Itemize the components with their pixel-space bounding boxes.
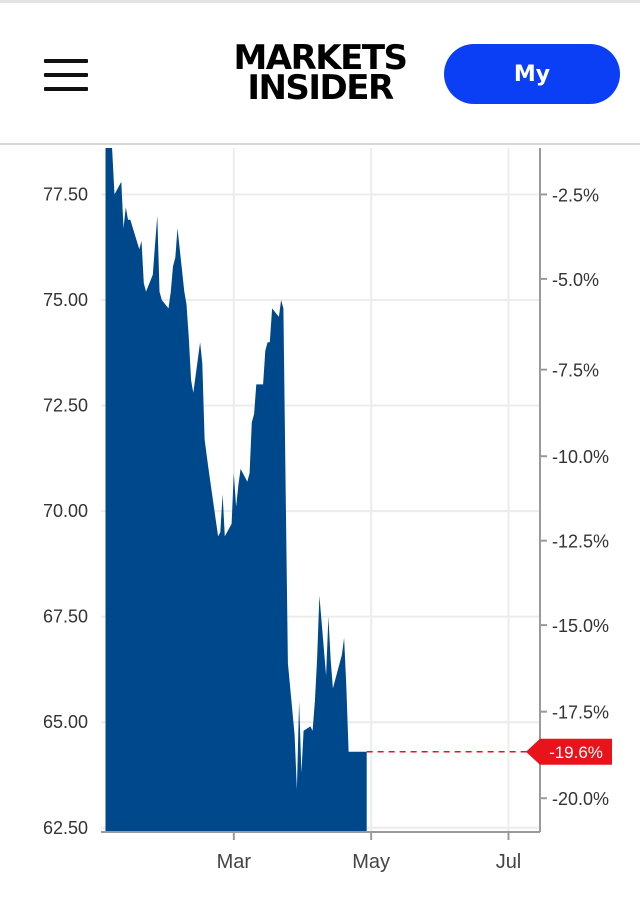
x-tick-label: Mar (217, 851, 252, 873)
site-header: MARKETS INSIDER My (0, 3, 640, 145)
last-value-badge (526, 738, 612, 765)
y2-tick-label: -5.0% (552, 270, 599, 290)
y-tick-label: 67.50 (43, 607, 88, 627)
y-tick-label: 77.50 (43, 184, 88, 204)
logo-line-2: INSIDER (247, 68, 394, 108)
hamburger-menu-icon[interactable] (40, 55, 92, 95)
my-account-button[interactable]: My (444, 44, 620, 104)
left-y-axis: 62.50 65.00 67.50 70.00 72.50 75.00 77.50 (43, 184, 88, 837)
y2-tick-label: -12.5% (552, 532, 609, 552)
logo-line-1: MARKETS (233, 38, 408, 78)
y2-tick-label: -10.0% (552, 447, 609, 467)
price-area-series (105, 148, 367, 832)
y2-tick-label: -2.5% (552, 185, 599, 205)
markets-insider-logo[interactable]: MARKETS INSIDER (222, 38, 418, 108)
last-value-marker: -19.6% (366, 738, 612, 765)
y2-tick-label: -17.5% (552, 703, 609, 723)
y-tick-label: 72.50 (43, 396, 88, 416)
x-axis: Mar May Jul (217, 832, 522, 873)
y2-tick-label: -20.0% (552, 789, 609, 809)
y-tick-label: 62.50 (43, 818, 88, 838)
x-tick-label: Jul (496, 851, 522, 873)
y-tick-label: 75.00 (43, 290, 88, 310)
y-tick-label: 65.00 (43, 712, 88, 732)
top-border (0, 0, 640, 3)
y-tick-label: 70.00 (43, 501, 88, 521)
right-y-axis: -2.5% -5.0% -7.5% -10.0% -12.5% -15.0% -17.5% -… (540, 185, 609, 809)
y2-tick-label: -15.0% (552, 616, 609, 636)
y2-tick-label: -7.5% (552, 361, 599, 381)
x-tick-label: May (352, 851, 390, 873)
last-value-label: -19.6% (549, 743, 603, 762)
